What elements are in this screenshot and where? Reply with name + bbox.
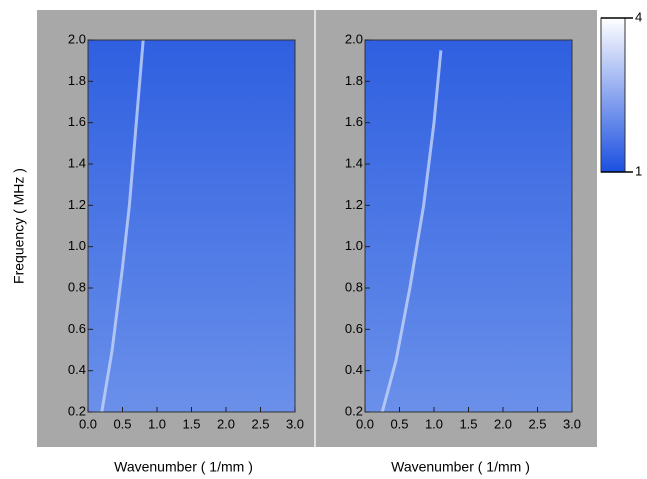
y-tick-label: 2.0 bbox=[345, 31, 363, 46]
x-tick-label: 3.0 bbox=[563, 416, 581, 431]
colorbar bbox=[600, 17, 626, 173]
y-tick-label: 1.4 bbox=[345, 155, 363, 170]
y-axis-label: Frequency ( MHz ) bbox=[11, 168, 27, 284]
heatmap bbox=[88, 40, 295, 412]
y-tick-label: 1.4 bbox=[68, 155, 86, 170]
y-tick-label: 1.8 bbox=[68, 73, 86, 88]
x-tick-label: 1.5 bbox=[182, 416, 200, 431]
y-tick-label: 0.2 bbox=[68, 403, 86, 418]
x-axis-label: Wavenumber ( 1/mm ) bbox=[114, 459, 253, 475]
x-tick-label: 2.0 bbox=[494, 416, 512, 431]
x-tick-label: 2.0 bbox=[217, 416, 235, 431]
y-tick-label: 0.8 bbox=[68, 279, 86, 294]
y-tick-label: 2.0 bbox=[68, 31, 86, 46]
y-tick-label: 1.6 bbox=[68, 114, 86, 129]
y-tick-label: 1.0 bbox=[345, 238, 363, 253]
y-tick-label: 1.0 bbox=[68, 238, 86, 253]
x-tick-label: 2.5 bbox=[251, 416, 269, 431]
x-tick-label: 0.0 bbox=[79, 416, 97, 431]
x-tick-label: 1.0 bbox=[148, 416, 166, 431]
y-tick-label: 1.8 bbox=[345, 73, 363, 88]
dispersion-curve bbox=[100, 39, 145, 413]
y-tick-label: 1.2 bbox=[345, 197, 363, 212]
dispersion-curve bbox=[380, 50, 443, 413]
y-tick-label: 0.6 bbox=[345, 321, 363, 336]
x-tick-label: 0.0 bbox=[356, 416, 374, 431]
colorbar-tick-label: 1 bbox=[635, 163, 642, 178]
y-tick-label: 0.4 bbox=[345, 362, 363, 377]
y-tick-label: 0.8 bbox=[345, 279, 363, 294]
x-tick-label: 0.5 bbox=[113, 416, 131, 431]
x-tick-label: 1.0 bbox=[425, 416, 443, 431]
x-tick-label: 3.0 bbox=[286, 416, 304, 431]
x-tick-label: 1.5 bbox=[459, 416, 477, 431]
x-tick-label: 0.5 bbox=[390, 416, 408, 431]
y-tick-label: 1.6 bbox=[345, 114, 363, 129]
y-tick-label: 0.2 bbox=[345, 403, 363, 418]
y-tick-label: 0.4 bbox=[68, 362, 86, 377]
x-axis-label: Wavenumber ( 1/mm ) bbox=[391, 459, 530, 475]
colorbar-tick-label: 4 bbox=[635, 9, 642, 24]
y-tick-label: 0.6 bbox=[68, 321, 86, 336]
x-tick-label: 2.5 bbox=[528, 416, 546, 431]
y-tick-label: 1.2 bbox=[68, 197, 86, 212]
